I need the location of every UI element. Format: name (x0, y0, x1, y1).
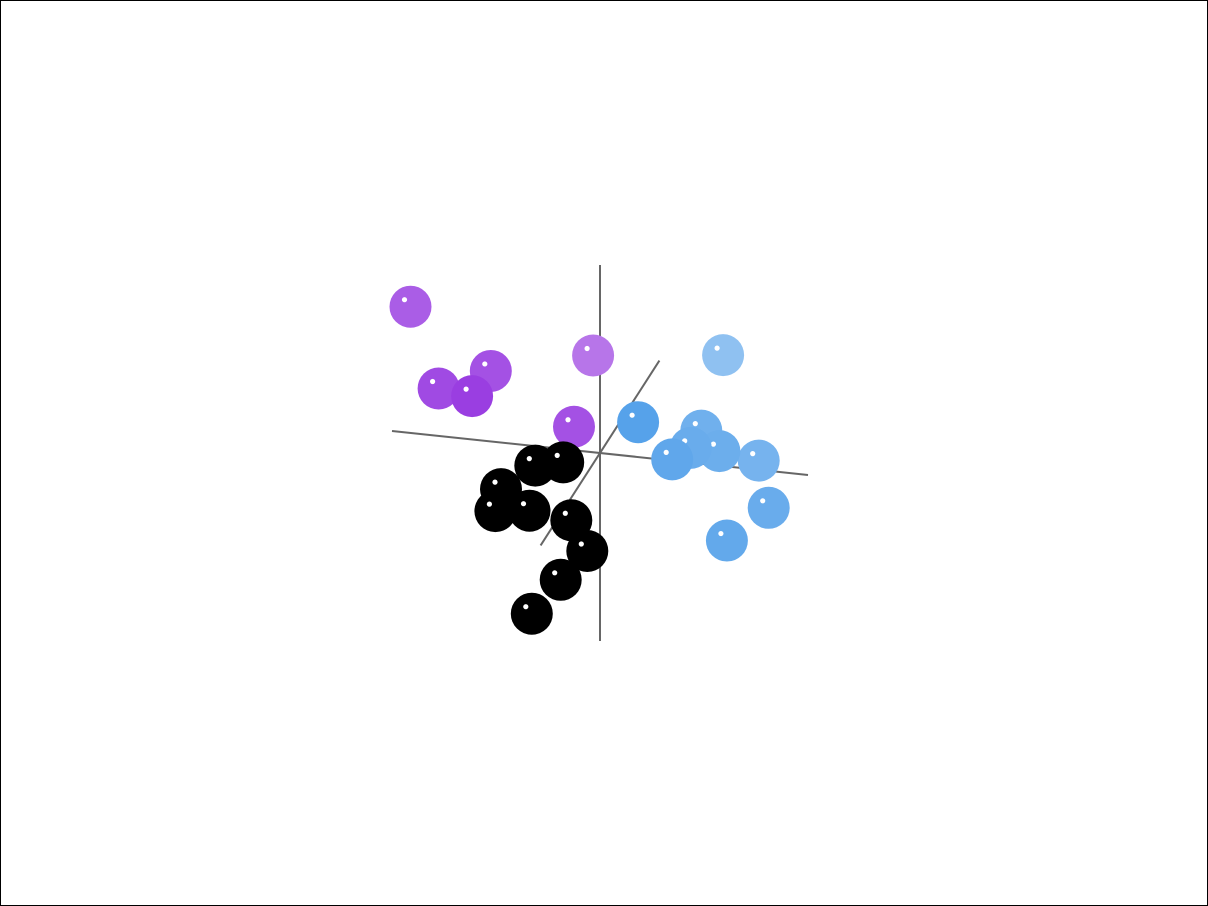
data-point (539, 558, 582, 601)
point-sphere (553, 405, 595, 448)
point-sphere (572, 334, 615, 377)
data-point (651, 438, 694, 481)
data-point (417, 367, 460, 410)
point-highlight (710, 441, 717, 447)
point-highlight (663, 449, 669, 455)
point-sphere (539, 558, 582, 601)
point-sphere (617, 401, 660, 444)
point-highlight (482, 361, 488, 367)
point-sphere (737, 439, 780, 482)
point-highlight (401, 297, 408, 303)
point-sphere (451, 375, 494, 418)
point-highlight (692, 421, 698, 427)
point-sphere (550, 499, 593, 542)
data-point (389, 285, 432, 328)
point-highlight (562, 510, 568, 516)
point-highlight (760, 498, 766, 504)
data-point (550, 499, 593, 542)
data-point (508, 489, 551, 532)
point-highlight (629, 412, 635, 418)
data-point (474, 490, 517, 533)
data-point (747, 486, 790, 529)
point-highlight (565, 417, 571, 423)
data-point (737, 439, 780, 482)
data-point (553, 405, 595, 448)
point-highlight (486, 501, 492, 507)
point-sphere (705, 519, 748, 562)
data-point (705, 519, 748, 562)
point-highlight (578, 541, 584, 547)
point-sphere (510, 592, 553, 635)
point-sphere (389, 285, 432, 328)
data-point (702, 334, 745, 377)
point-highlight (520, 501, 527, 507)
point-highlight (492, 479, 498, 485)
point-highlight (714, 345, 720, 351)
point-highlight (526, 456, 532, 462)
data-point (510, 592, 553, 635)
point-highlight (750, 451, 756, 457)
data-point (542, 441, 585, 484)
point-sphere (651, 438, 694, 481)
data-point (451, 375, 494, 418)
point-highlight (554, 452, 560, 458)
point-highlight (552, 570, 558, 576)
point-sphere (747, 486, 790, 529)
data-points (389, 285, 790, 635)
point-highlight (463, 386, 469, 392)
point-sphere (508, 489, 551, 532)
point-highlight (523, 604, 529, 610)
point-highlight (718, 530, 724, 537)
point-sphere (702, 334, 745, 377)
data-point (617, 401, 660, 444)
data-point (572, 334, 615, 377)
point-sphere (474, 490, 517, 533)
point-sphere (417, 367, 460, 410)
point-highlight (584, 345, 590, 352)
point-sphere (542, 441, 585, 484)
point-highlight (430, 378, 436, 385)
